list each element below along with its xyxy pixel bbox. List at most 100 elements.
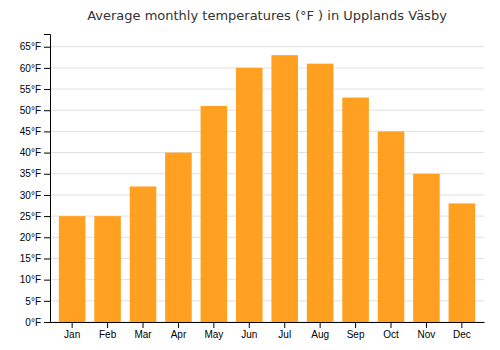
y-tick-mark <box>44 237 50 238</box>
x-tick-label: Jul <box>278 329 291 340</box>
x-tick-label: Jun <box>241 329 257 340</box>
x-axis-line <box>51 322 485 323</box>
y-tick: 45°F <box>20 126 50 137</box>
y-tick-mark <box>44 89 50 90</box>
y-tick-mark <box>44 195 50 196</box>
x-tick-mark <box>178 322 179 328</box>
y-tick-mark <box>44 216 50 217</box>
y-tick-mark <box>44 322 50 323</box>
bar <box>271 55 298 322</box>
y-tick: 10°F <box>20 274 50 285</box>
y-tick-label: 0°F <box>25 317 41 328</box>
y-axis: 0°F 5°F 10°F 15°F 20°F 25°F 30°F 35°F 40°F 45°F 50… <box>20 35 51 328</box>
x-tick: Sep <box>347 322 365 340</box>
x-tick-label: Jan <box>64 329 80 340</box>
x-tick: Dec <box>453 322 471 340</box>
x-tick-mark <box>284 322 285 328</box>
y-tick-mark <box>44 131 50 132</box>
bar <box>94 216 121 322</box>
bar <box>378 131 405 322</box>
grid-line <box>50 67 484 68</box>
bar <box>130 186 157 322</box>
y-tick-label: 55°F <box>20 84 41 95</box>
bars <box>59 55 475 322</box>
x-tick: Mar <box>134 322 152 340</box>
plot: 0°F 5°F 10°F 15°F 20°F 25°F 30°F 35°F 40°F 45°F 50… <box>20 35 485 341</box>
bar <box>307 64 334 322</box>
y-tick: 5°F <box>25 296 50 307</box>
y-tick-label: 30°F <box>20 190 41 201</box>
bar <box>201 106 228 322</box>
y-tick-mark <box>44 280 50 281</box>
x-tick-label: Aug <box>311 329 329 340</box>
y-tick: 65°F <box>20 41 50 52</box>
y-tick-label: 65°F <box>20 41 41 52</box>
y-tick: 35°F <box>20 168 50 179</box>
x-tick-mark <box>72 322 73 328</box>
y-tick-label: 15°F <box>20 253 41 264</box>
y-tick-mark <box>44 68 50 69</box>
y-tick-label: 45°F <box>20 126 41 137</box>
y-axis-line <box>44 35 51 323</box>
x-tick: Apr <box>171 322 187 340</box>
y-tick-mark <box>44 47 50 48</box>
bar <box>449 203 476 322</box>
x-tick-label: May <box>204 329 223 340</box>
y-tick: 30°F <box>20 190 50 201</box>
grid-line <box>50 152 484 153</box>
y-tick-label: 40°F <box>20 147 41 158</box>
title: Average monthly temperatures (°F ) in Up… <box>87 8 447 23</box>
bar <box>413 174 440 322</box>
grid-line <box>50 110 484 111</box>
y-tick-label: 35°F <box>20 168 41 179</box>
y-tick-label: 50°F <box>20 105 41 116</box>
bar <box>342 98 369 322</box>
y-tick: 40°F <box>20 147 50 158</box>
x-tick: Aug <box>311 322 329 340</box>
x-tick: Jul <box>278 322 291 340</box>
x-tick: Oct <box>383 322 399 340</box>
y-tick-mark <box>44 153 50 154</box>
x-tick-label: Apr <box>171 329 187 340</box>
y-tick-mark <box>44 174 50 175</box>
y-tick: 60°F <box>20 63 50 74</box>
x-tick-label: Dec <box>453 329 471 340</box>
x-tick-mark <box>461 322 462 328</box>
y-tick-label: 60°F <box>20 63 41 74</box>
x-axis: Jan Feb Mar Apr May Jun Jul Aug Sep Oct Nov Dec <box>51 322 485 340</box>
chart: 0°F 5°F 10°F 15°F 20°F 25°F 30°F 35°F 40°F 45°F 50… <box>0 0 500 350</box>
x-tick-mark <box>355 322 356 328</box>
y-tick-mark <box>44 110 50 111</box>
y-tick-label: 10°F <box>20 274 41 285</box>
grid-line <box>50 131 484 132</box>
x-tick: May <box>204 322 223 340</box>
x-tick-label: Nov <box>418 329 436 340</box>
x-tick-label: Sep <box>347 329 365 340</box>
y-tick-label: 5°F <box>25 296 41 307</box>
x-tick-mark <box>213 322 214 328</box>
bar <box>59 216 86 322</box>
y-tick: 25°F <box>20 211 50 222</box>
y-tick: 50°F <box>20 105 50 116</box>
y-tick-label: 20°F <box>20 232 41 243</box>
x-tick-label: Oct <box>383 329 399 340</box>
grid-line <box>50 89 484 90</box>
y-tick-label: 25°F <box>20 211 41 222</box>
x-tick-mark <box>320 322 321 328</box>
grid <box>50 47 484 322</box>
x-tick-mark <box>426 322 427 328</box>
grid-line <box>50 46 484 47</box>
bar <box>165 153 192 322</box>
x-tick-label: Feb <box>99 329 117 340</box>
x-tick: Jun <box>241 322 257 340</box>
x-tick-mark <box>143 322 144 328</box>
y-tick-mark <box>44 301 50 302</box>
y-tick: 55°F <box>20 84 50 95</box>
bar <box>236 68 263 322</box>
x-tick-mark <box>107 322 108 328</box>
x-tick: Jan <box>64 322 80 340</box>
y-tick: 20°F <box>20 232 50 243</box>
y-tick: 15°F <box>20 253 50 264</box>
x-tick: Feb <box>99 322 117 340</box>
x-tick: Nov <box>418 322 436 340</box>
